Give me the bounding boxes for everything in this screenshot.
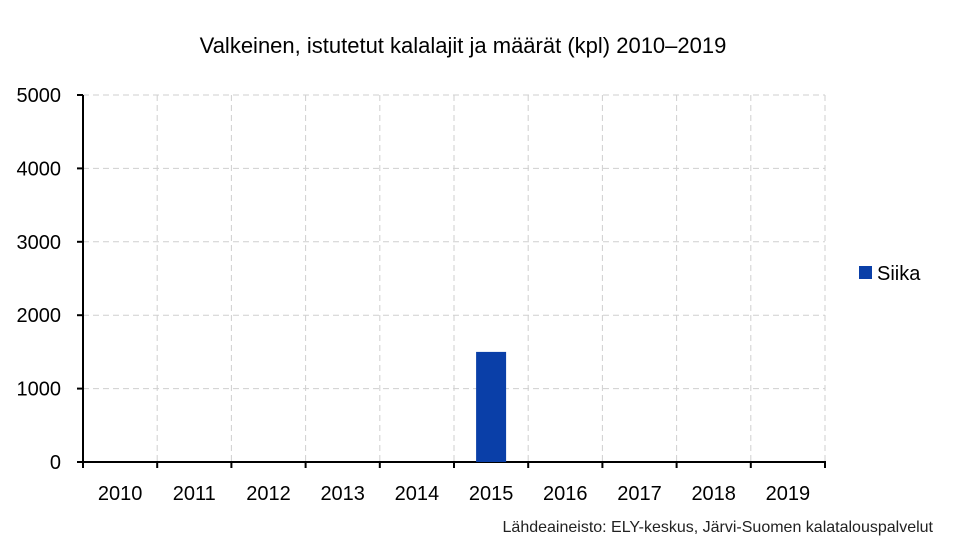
legend-label-siika: Siika [877,263,921,285]
y-tick-label: 1000 [17,379,62,401]
source-note: Lähdeaineisto: ELY-keskus, Järvi-Suomen … [503,519,934,536]
x-tick-label: 2019 [766,483,811,505]
y-tick-label: 2000 [17,305,62,327]
x-tick-label: 2010 [98,483,143,505]
x-tick-label: 2012 [246,483,291,505]
axes [77,94,826,468]
x-tick-label: 2016 [543,483,588,505]
x-tick-label: 2013 [320,483,365,505]
x-tick-label: 2011 [173,483,216,505]
x-tick-label: 2014 [395,483,440,505]
legend-swatch-siika [859,266,872,279]
x-tick-label: 2018 [691,483,736,505]
bar-siika-2015 [476,351,507,462]
bars [476,351,507,462]
legend: Siika [859,263,921,285]
x-tick-labels: 2010 2011 2012 2013 2014 2015 2016 2017 2018 2019 [98,483,810,505]
chart-title: Valkeinen, istutetut kalalajit ja määrät… [200,33,727,58]
x-tick-label: 2017 [617,483,662,505]
y-tick-label: 4000 [17,158,62,180]
y-tick-label: 5000 [17,85,62,107]
x-tick-label: 2015 [469,483,514,505]
y-tick-label: 0 [50,452,61,474]
y-tick-label: 3000 [17,232,62,254]
grid-lines [83,94,826,462]
y-tick-labels: 0 1000 2000 3000 4000 5000 [17,85,62,474]
